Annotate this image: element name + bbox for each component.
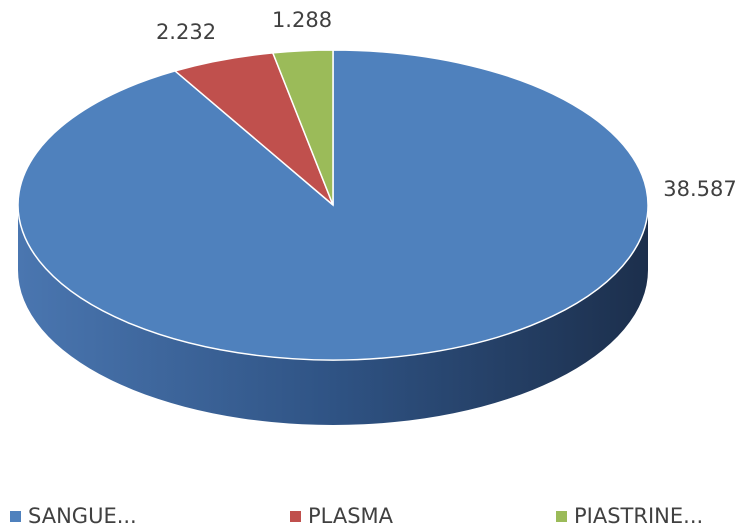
legend-label: SANGUE...: [28, 504, 137, 526]
legend-swatch: [290, 511, 301, 522]
legend-swatch: [10, 511, 21, 522]
slice: [271, 49, 334, 206]
legend-label: PLASMA: [308, 504, 394, 526]
data-label: 1.288: [272, 8, 332, 32]
data-label: 2.232: [156, 20, 216, 44]
legend-swatch: [556, 511, 567, 522]
slice-side: [18, 205, 648, 425]
legend-label: PIASTRINE...: [574, 504, 703, 526]
data-label: 38.587: [663, 177, 736, 201]
